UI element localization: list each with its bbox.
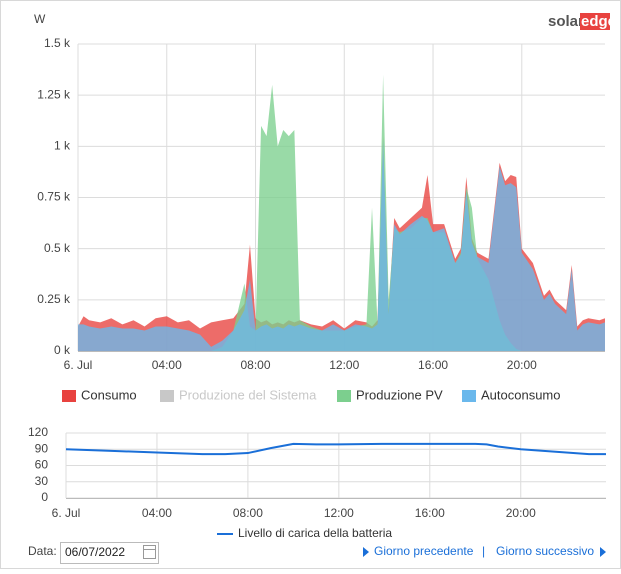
- y-tick-label: 60: [35, 458, 49, 472]
- x-tick-label: 16:00: [415, 506, 445, 520]
- y-axis-label: W: [34, 12, 46, 26]
- y-tick-label: 120: [28, 425, 48, 439]
- logo-box: [580, 13, 610, 30]
- calendar-icon[interactable]: [143, 545, 156, 559]
- logo-solar: solar: [548, 13, 584, 30]
- x-tick-label: 12:00: [324, 506, 354, 520]
- legend-swatch[interactable]: [337, 390, 351, 402]
- y-tick-label: 1.25 k: [37, 87, 71, 101]
- legend-swatch[interactable]: [62, 390, 76, 402]
- x-tick-label: 20:00: [506, 506, 536, 520]
- date-input[interactable]: [60, 542, 159, 564]
- date-value[interactable]: 06/07/2022: [65, 545, 125, 559]
- power-chart: 0 k 0.25 k 0.5 k 0.75 k 1 k 1.25 k 1.5 k 6. Jul…: [37, 36, 605, 402]
- y-tick-label: 0 k: [54, 343, 71, 357]
- x-tick-label: 20:00: [507, 358, 537, 372]
- legend-label[interactable]: Produzione PV: [356, 387, 443, 402]
- area: [78, 140, 605, 351]
- x-tick-label: 6. Jul: [64, 358, 93, 372]
- y-tick-label: 0.25 k: [37, 292, 71, 306]
- legend-swatch[interactable]: [462, 390, 476, 402]
- next-day[interactable]: Giorno successivo: [496, 544, 594, 558]
- y-tick-label: 0.75 k: [37, 190, 71, 204]
- x-tick-label: 08:00: [241, 358, 271, 372]
- x-tick-label: 12:00: [329, 358, 359, 372]
- y-tick-label: 90: [35, 441, 49, 455]
- y-tick-label: 30: [35, 474, 49, 488]
- x-tick-label: 08:00: [233, 506, 263, 520]
- legend-label[interactable]: Autoconsumo: [481, 387, 561, 402]
- y-tick-label: 0: [41, 490, 48, 504]
- legend-swatch[interactable]: [160, 390, 174, 402]
- legend-label[interactable]: Livello di carica della batteria: [238, 526, 392, 540]
- prev-arrow[interactable]: [363, 547, 369, 557]
- battery-chart: 0 30 60 90 120 6. Jul 04:00 08:00 12:00 16:00 20:0…: [28, 425, 606, 540]
- next-arrow[interactable]: [600, 547, 606, 557]
- x-tick-label: 04:00: [142, 506, 172, 520]
- x-tick-label: 6. Jul: [52, 506, 81, 520]
- prev-day[interactable]: Giorno precedente: [374, 544, 474, 558]
- logo-edge: edge: [581, 13, 616, 30]
- x-tick-label: 16:00: [418, 358, 448, 372]
- x-tick-label: 04:00: [152, 358, 182, 372]
- line: [65, 442, 606, 456]
- legend-label[interactable]: Produzione del Sistema: [179, 387, 317, 402]
- legend-label[interactable]: Consumo: [81, 387, 137, 402]
- y-tick-label: 1.5 k: [44, 36, 71, 50]
- y-tick-label: 1 k: [54, 139, 71, 153]
- separator: |: [482, 544, 485, 558]
- date-label: Data:: [28, 544, 57, 558]
- y-tick-label: 0.5 k: [44, 241, 71, 255]
